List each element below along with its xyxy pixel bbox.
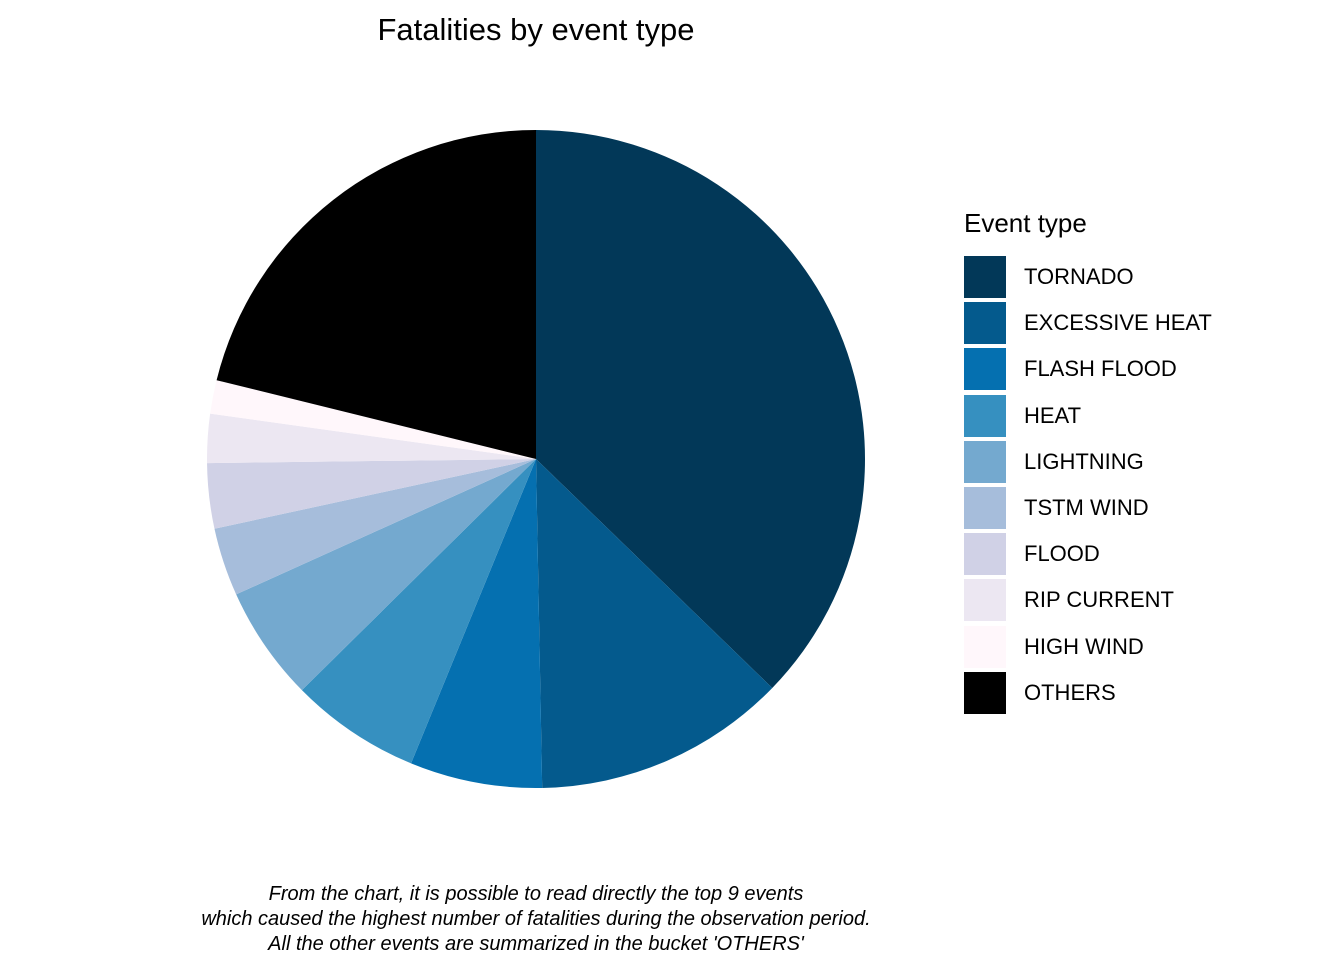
legend-item: TSTM WIND [964, 485, 1212, 531]
legend-swatch [964, 348, 1006, 391]
legend-label: FLASH FLOOD [1024, 356, 1177, 382]
legend-swatch [964, 256, 1006, 299]
legend-swatch [964, 487, 1006, 530]
legend-item: EXCESSIVE HEAT [964, 300, 1212, 346]
legend-item: OTHERS [964, 670, 1212, 716]
pie-slice-rip-current [207, 413, 537, 464]
legend-item: RIP CURRENT [964, 577, 1212, 623]
legend-label: LIGHTNING [1024, 448, 1144, 474]
legend: Event type TORNADO EXCESSIVE HEAT FLASH FL… [964, 204, 1212, 716]
legend-swatch [964, 579, 1006, 622]
legend-label: HEAT [1024, 402, 1082, 428]
legend-item: FLASH FLOOD [964, 346, 1212, 392]
pie-slice-flood [207, 459, 536, 529]
pie-slice-others [216, 130, 536, 459]
caption-line: which caused the highest number of fatal… [201, 908, 871, 930]
legend-item: HEAT [964, 393, 1212, 439]
legend-item: LIGHTNING [964, 439, 1212, 485]
legend-swatch [964, 625, 1006, 668]
legend-item: FLOOD [964, 531, 1212, 577]
caption-line: From the chart, it is possible to read d… [268, 883, 804, 905]
legend-label: OTHERS [1024, 679, 1116, 705]
legend-swatch [964, 533, 1006, 576]
legend-item: TORNADO [964, 254, 1212, 300]
legend-items: TORNADO EXCESSIVE HEAT FLASH FLOOD HEAT LIGH… [964, 254, 1212, 716]
caption-line: All the other events are summarized in t… [268, 933, 804, 955]
legend-swatch [964, 394, 1006, 437]
chart-caption: From the chart, it is possible to read d… [86, 882, 986, 957]
pie-slice-flash-flood [411, 459, 543, 788]
pie-slice-high-wind [210, 380, 536, 459]
legend-label: TORNADO [1024, 264, 1134, 290]
pie-slice-tornado [536, 130, 866, 688]
pie-slice-tstm-wind [214, 459, 537, 595]
legend-swatch [964, 440, 1006, 483]
legend-item: HIGH WIND [964, 624, 1212, 670]
legend-label: TSTM WIND [1024, 495, 1149, 521]
pie-slice-excessive-heat [536, 459, 773, 788]
legend-label: FLOOD [1024, 541, 1100, 567]
legend-swatch [964, 671, 1006, 714]
pie-slice-heat [301, 459, 536, 764]
legend-title: Event type [964, 208, 1087, 238]
legend-label: RIP CURRENT [1024, 587, 1174, 613]
pie-slice-lightning [236, 459, 536, 691]
legend-swatch [964, 302, 1006, 345]
legend-label: HIGH WIND [1024, 633, 1144, 659]
chart-title: Fatalities by event type [377, 12, 695, 47]
legend-label: EXCESSIVE HEAT [1024, 310, 1212, 336]
